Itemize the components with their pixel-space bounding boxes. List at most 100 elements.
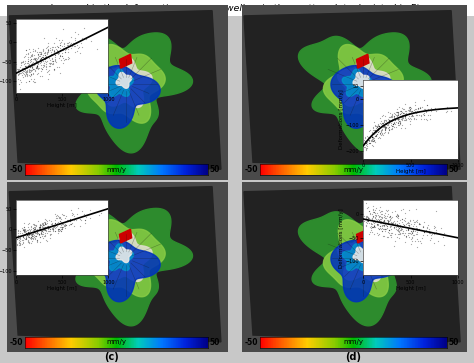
Point (39, 225, 47, 231)
Point (382, 222, 390, 228)
Point (76, 216, 84, 222)
Point (382, 207, 390, 213)
Point (42, 221, 50, 227)
Point (13, 236, 21, 242)
Point (409, 217, 417, 223)
Point (24, 230, 31, 236)
Point (51, 52, 58, 58)
Point (391, 224, 398, 230)
Point (93, 46, 100, 52)
Point (34, 53, 42, 58)
Point (375, 123, 383, 129)
Point (60, 224, 67, 230)
Point (42, 54, 49, 60)
Point (37, 52, 45, 57)
Point (27, 56, 35, 62)
Point (53, 35, 60, 41)
Point (34, 55, 42, 61)
Point (418, 113, 425, 119)
Point (36, 239, 44, 245)
Point (418, 117, 425, 122)
Point (39, 220, 46, 226)
Point (368, 134, 375, 140)
Point (382, 125, 389, 131)
Point (374, 123, 381, 129)
Polygon shape (244, 11, 460, 169)
Point (43, 237, 50, 242)
Point (28, 229, 36, 234)
Point (366, 210, 374, 216)
Point (369, 138, 376, 144)
Point (408, 112, 416, 118)
Point (381, 126, 389, 132)
Point (408, 109, 415, 115)
Point (374, 221, 382, 227)
Point (50, 224, 58, 230)
Point (96, 212, 103, 218)
Point (32, 79, 39, 85)
Point (20, 228, 27, 233)
Point (408, 225, 415, 231)
Point (46, 228, 54, 234)
Point (419, 223, 427, 229)
Point (404, 228, 412, 233)
Point (401, 113, 409, 119)
Polygon shape (331, 66, 398, 128)
Point (42, 63, 49, 69)
Point (400, 223, 407, 228)
Point (60, 223, 68, 228)
Point (399, 224, 407, 230)
Point (50, 49, 58, 55)
Point (378, 225, 386, 231)
Point (39, 64, 47, 69)
Point (428, 231, 436, 237)
Point (383, 122, 391, 128)
Point (41, 36, 48, 41)
Polygon shape (116, 73, 132, 88)
Point (368, 134, 376, 140)
Point (378, 120, 386, 126)
Point (44, 48, 52, 53)
Point (15, 66, 23, 72)
Point (364, 218, 371, 224)
Point (56, 40, 64, 46)
Point (48, 220, 55, 226)
Point (27, 56, 35, 62)
Point (383, 213, 391, 219)
Point (361, 216, 368, 222)
Point (440, 231, 448, 236)
Point (62, 56, 70, 62)
Point (394, 117, 402, 123)
Point (61, 225, 68, 231)
Point (420, 97, 428, 103)
Point (34, 229, 41, 235)
Point (21, 58, 29, 64)
Text: 50: 50 (210, 165, 220, 174)
Point (25, 234, 33, 240)
Point (363, 142, 370, 148)
Point (391, 111, 399, 117)
Point (372, 125, 380, 131)
Point (15, 230, 22, 236)
Point (23, 230, 30, 236)
Point (388, 126, 395, 131)
Point (29, 230, 37, 236)
Point (391, 231, 399, 236)
Point (364, 141, 371, 147)
Point (389, 113, 396, 119)
Point (371, 130, 378, 135)
Point (389, 121, 397, 127)
Point (63, 213, 70, 219)
Point (364, 137, 371, 143)
Point (14, 227, 22, 233)
Point (411, 228, 419, 234)
Point (57, 42, 64, 48)
Point (26, 230, 34, 236)
Point (404, 226, 412, 232)
Point (397, 111, 404, 117)
Point (51, 66, 58, 72)
Point (35, 61, 42, 66)
Point (16, 230, 24, 236)
Point (365, 138, 373, 143)
Point (395, 116, 402, 122)
